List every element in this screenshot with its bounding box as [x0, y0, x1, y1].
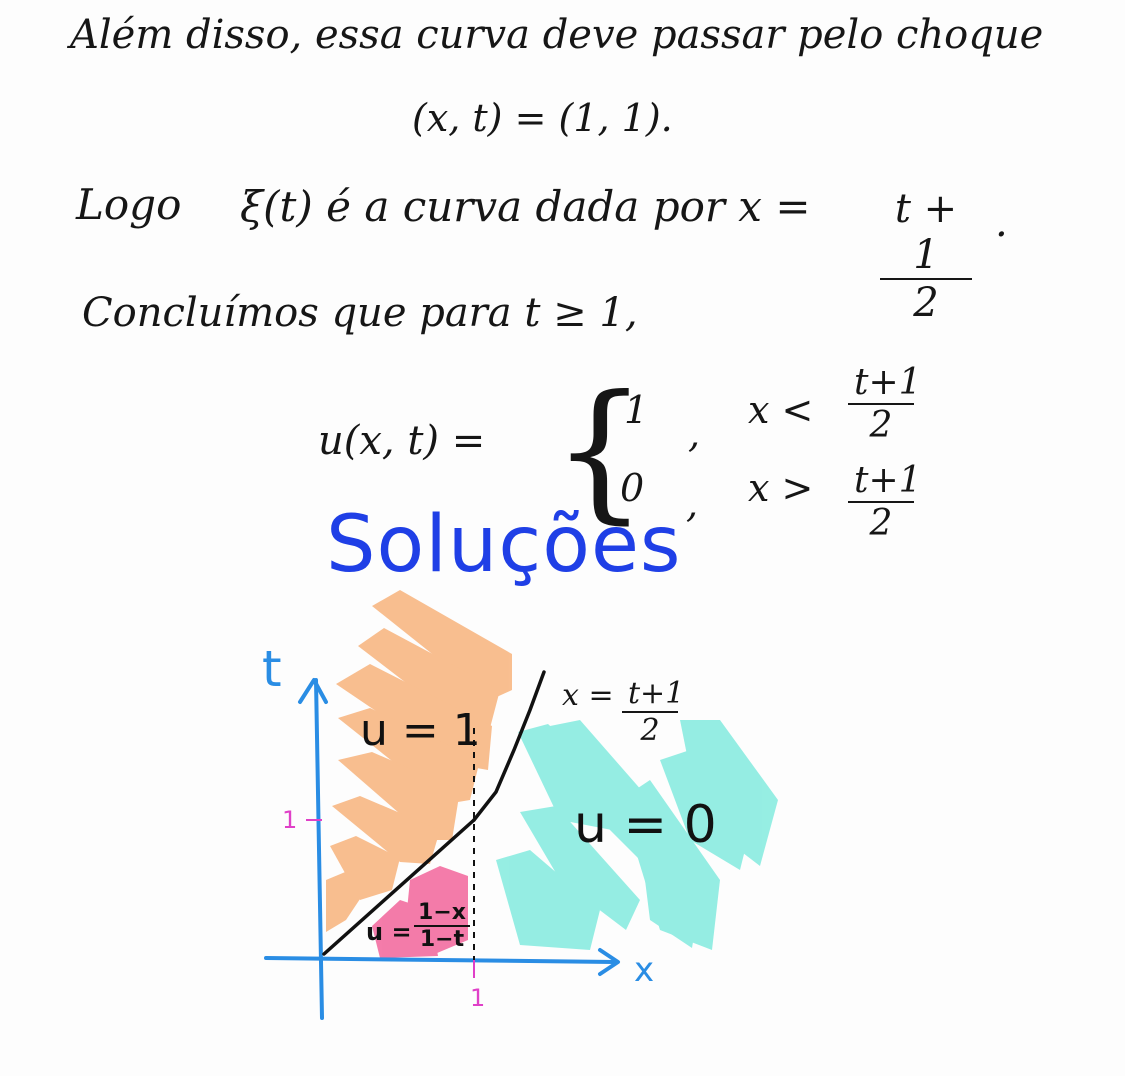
region-mid-fraction: 1−x 1−t — [414, 900, 470, 952]
region-mid-numerator: 1−x — [414, 900, 470, 927]
region-u0-label: u = 0 — [574, 795, 717, 855]
x-tick-label: 1 — [470, 984, 485, 1012]
x-axis — [266, 958, 614, 962]
shock-label-fraction: t+1 2 — [622, 676, 678, 748]
shock-label-prefix: x = — [562, 678, 614, 713]
t-axis-arrow — [300, 680, 326, 702]
t-axis — [316, 680, 322, 1018]
shock-label-denominator: 2 — [622, 713, 678, 748]
t-axis-label: t — [262, 640, 282, 698]
region-mid-label-prefix: u = — [366, 918, 412, 946]
x-axis-label: x — [634, 950, 654, 990]
region-u1-label: u = 1 — [360, 705, 481, 756]
region-mid-denominator: 1−t — [414, 927, 470, 952]
shock-label-numerator: t+1 — [622, 676, 678, 713]
t-tick-label: 1 — [282, 806, 297, 834]
